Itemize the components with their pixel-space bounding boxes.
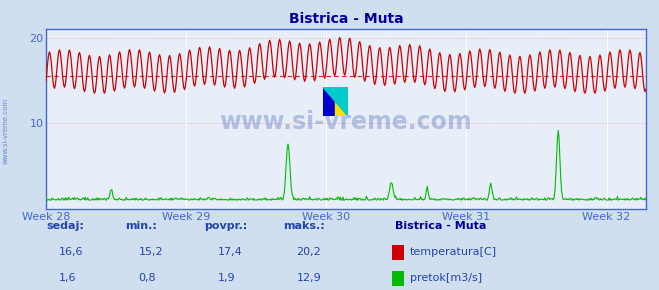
Text: 20,2: 20,2 [297, 247, 322, 257]
Text: Bistrica - Muta: Bistrica - Muta [395, 221, 487, 231]
Text: 0,8: 0,8 [138, 273, 156, 283]
Text: 15,2: 15,2 [138, 247, 163, 257]
Text: 1,6: 1,6 [59, 273, 77, 283]
Bar [323, 87, 335, 116]
Text: 16,6: 16,6 [59, 247, 84, 257]
Text: sedaj:: sedaj: [46, 221, 84, 231]
Text: temperatura[C]: temperatura[C] [410, 247, 497, 257]
Text: pretok[m3/s]: pretok[m3/s] [410, 273, 482, 283]
Polygon shape [323, 87, 348, 116]
Text: www.si-vreme.com: www.si-vreme.com [2, 97, 9, 164]
Text: 12,9: 12,9 [297, 273, 322, 283]
Text: 17,4: 17,4 [217, 247, 243, 257]
Text: min.:: min.: [125, 221, 157, 231]
Text: maks.:: maks.: [283, 221, 325, 231]
Text: 1,9: 1,9 [217, 273, 235, 283]
Bar [335, 87, 348, 116]
Text: povpr.:: povpr.: [204, 221, 248, 231]
Text: www.si-vreme.com: www.si-vreme.com [219, 110, 473, 135]
Title: Bistrica - Muta: Bistrica - Muta [289, 12, 403, 26]
